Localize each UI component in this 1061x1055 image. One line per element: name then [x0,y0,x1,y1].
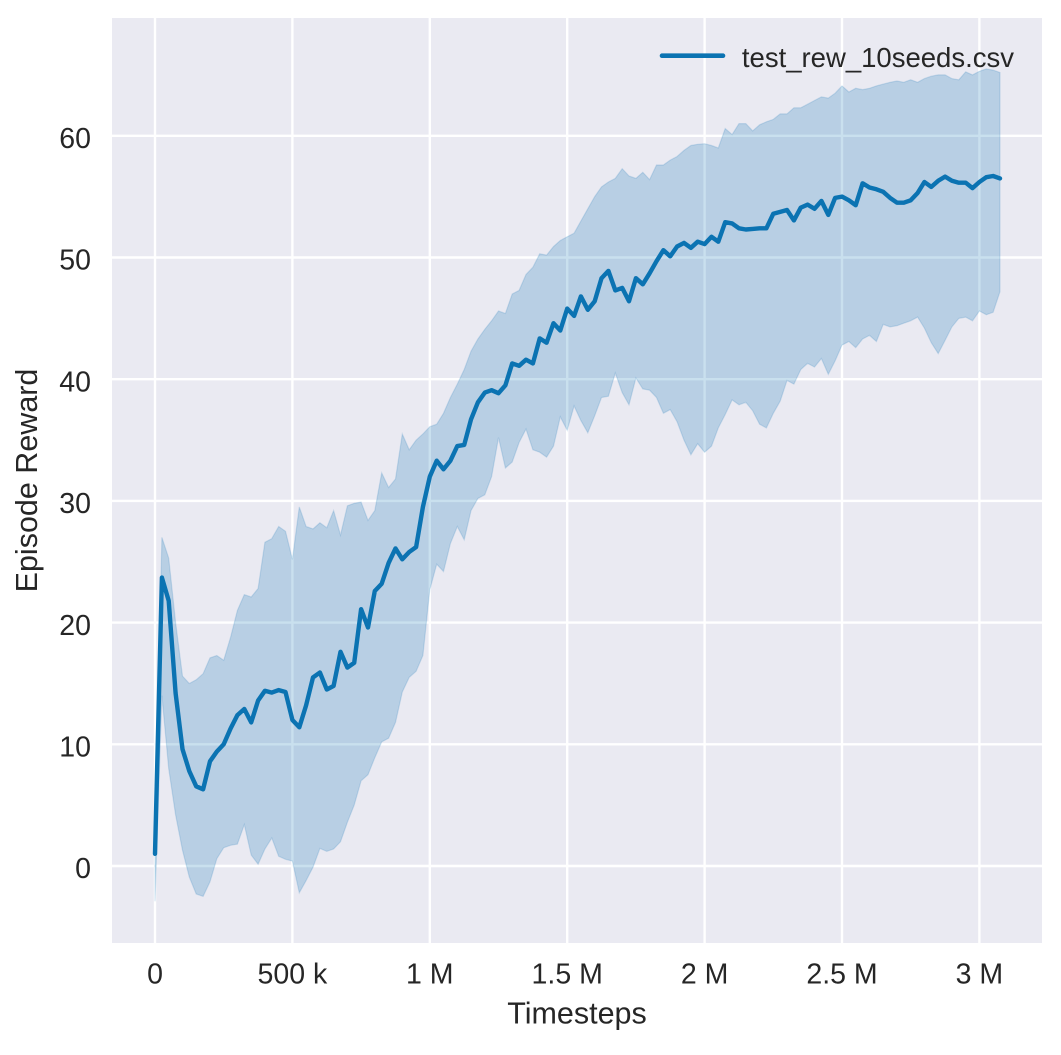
svg-text:30: 30 [59,488,91,520]
svg-text:10: 10 [59,732,91,764]
svg-text:500 k: 500 k [258,959,328,991]
svg-text:2 M: 2 M [681,959,729,991]
svg-text:2.5 M: 2.5 M [806,959,877,991]
svg-text:50: 50 [59,245,91,277]
svg-text:3 M: 3 M [956,959,1004,991]
svg-text:40: 40 [59,366,91,398]
svg-text:1 M: 1 M [406,959,454,991]
svg-text:Episode Reward: Episode Reward [10,369,44,593]
svg-text:test_rew_10seeds.csv: test_rew_10seeds.csv [742,42,1014,73]
svg-text:0: 0 [147,959,163,991]
svg-text:Timesteps: Timesteps [507,997,647,1031]
svg-text:0: 0 [75,853,91,885]
svg-text:1.5 M: 1.5 M [532,959,603,991]
svg-text:60: 60 [59,123,91,155]
svg-text:20: 20 [59,610,91,642]
